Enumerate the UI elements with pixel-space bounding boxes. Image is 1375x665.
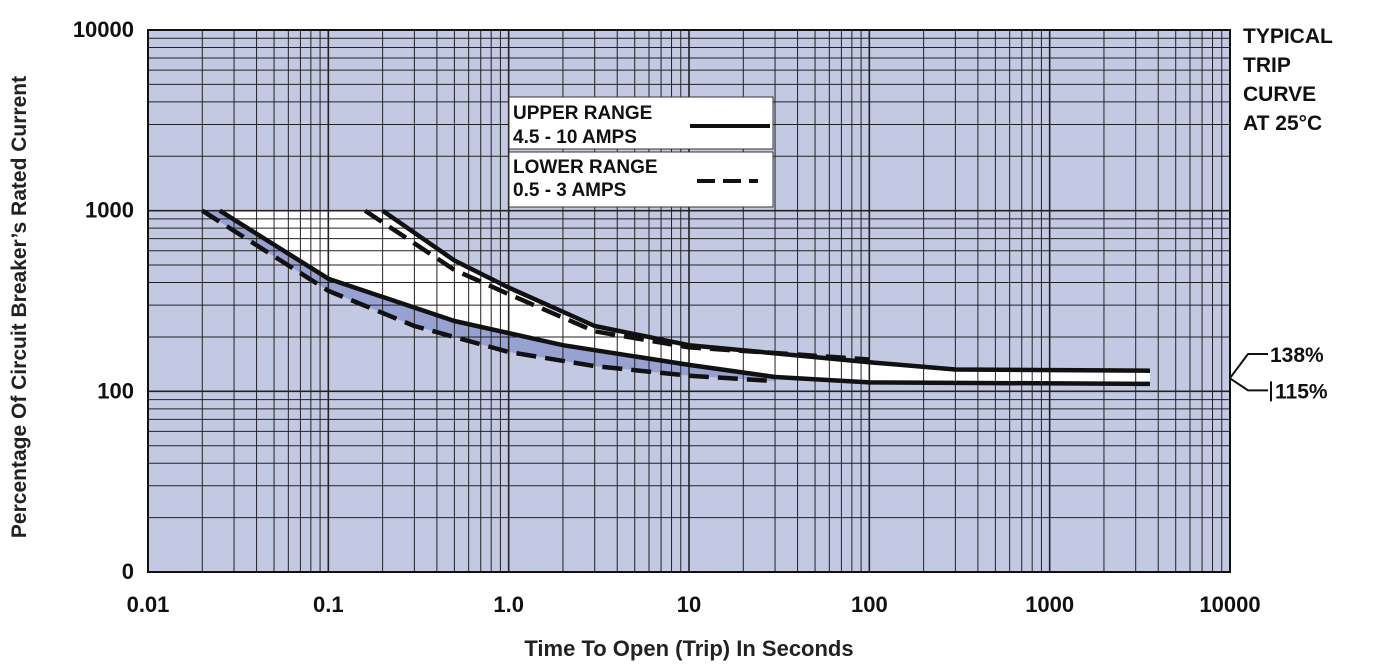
side-note-line: TYPICAL <box>1243 25 1333 48</box>
grid-lines <box>147 30 1230 573</box>
legend-label-upper-range: UPPER RANGE <box>513 103 652 124</box>
x-axis-label: Time To Open (Trip) In Seconds <box>524 636 853 661</box>
side-note-line: CURVE <box>1243 83 1316 106</box>
y-tick-label: 1000 <box>85 198 134 223</box>
plot-frame <box>147 29 1231 573</box>
x-tick-label: 1.0 <box>493 592 524 617</box>
x-tick-label: 0.01 <box>127 592 170 617</box>
legend: UPPER RANGE 4.5 - 10 AMPS LOWER RANGE 0.… <box>508 96 774 208</box>
annotation-138: 138% <box>1270 344 1324 367</box>
lower-range-curve-2 <box>201 208 776 384</box>
side-note: TYPICAL TRIP CURVE AT 25°C <box>1243 25 1333 135</box>
legend-label-lower-range: LOWER RANGE <box>513 157 658 178</box>
x-tick-label: 100 <box>851 592 888 617</box>
y-tick-labels: 0 100 1000 10000 <box>73 17 134 584</box>
y-tick-label: 10000 <box>73 17 134 42</box>
y-tick-label: 100 <box>97 378 134 403</box>
side-note-line: TRIP <box>1243 54 1291 77</box>
annotation-115: 115% <box>1275 380 1328 403</box>
x-tick-label: 10 <box>677 592 701 617</box>
upper-range-curve-0 <box>218 208 1151 387</box>
y-tick-label: 0 <box>122 559 134 584</box>
legend-label-upper-amps: 4.5 - 10 AMPS <box>513 127 637 148</box>
side-note-line: AT 25°C <box>1243 112 1322 135</box>
x-tick-label: 1000 <box>1025 592 1074 617</box>
x-tick-label: 0.1 <box>313 592 344 617</box>
leader-line-115 <box>1229 377 1268 392</box>
leader-line-138 <box>1229 353 1268 379</box>
legend-label-lower-amps: 0.5 - 3 AMPS <box>513 180 626 201</box>
upper-range-curve-1 <box>381 208 1151 373</box>
y-axis-label: Percentage Of Circuit Breaker’s Rated Cu… <box>8 76 31 538</box>
trip-curves <box>201 208 1151 387</box>
x-tick-label: 10000 <box>1199 592 1260 617</box>
legend-box-upper <box>508 96 774 150</box>
x-tick-labels: 0.01 0.1 1.0 10 100 1000 10000 <box>127 592 1261 617</box>
percent-annotations: 138% 115% <box>1229 344 1328 403</box>
lower-range-curve-3 <box>363 208 870 362</box>
